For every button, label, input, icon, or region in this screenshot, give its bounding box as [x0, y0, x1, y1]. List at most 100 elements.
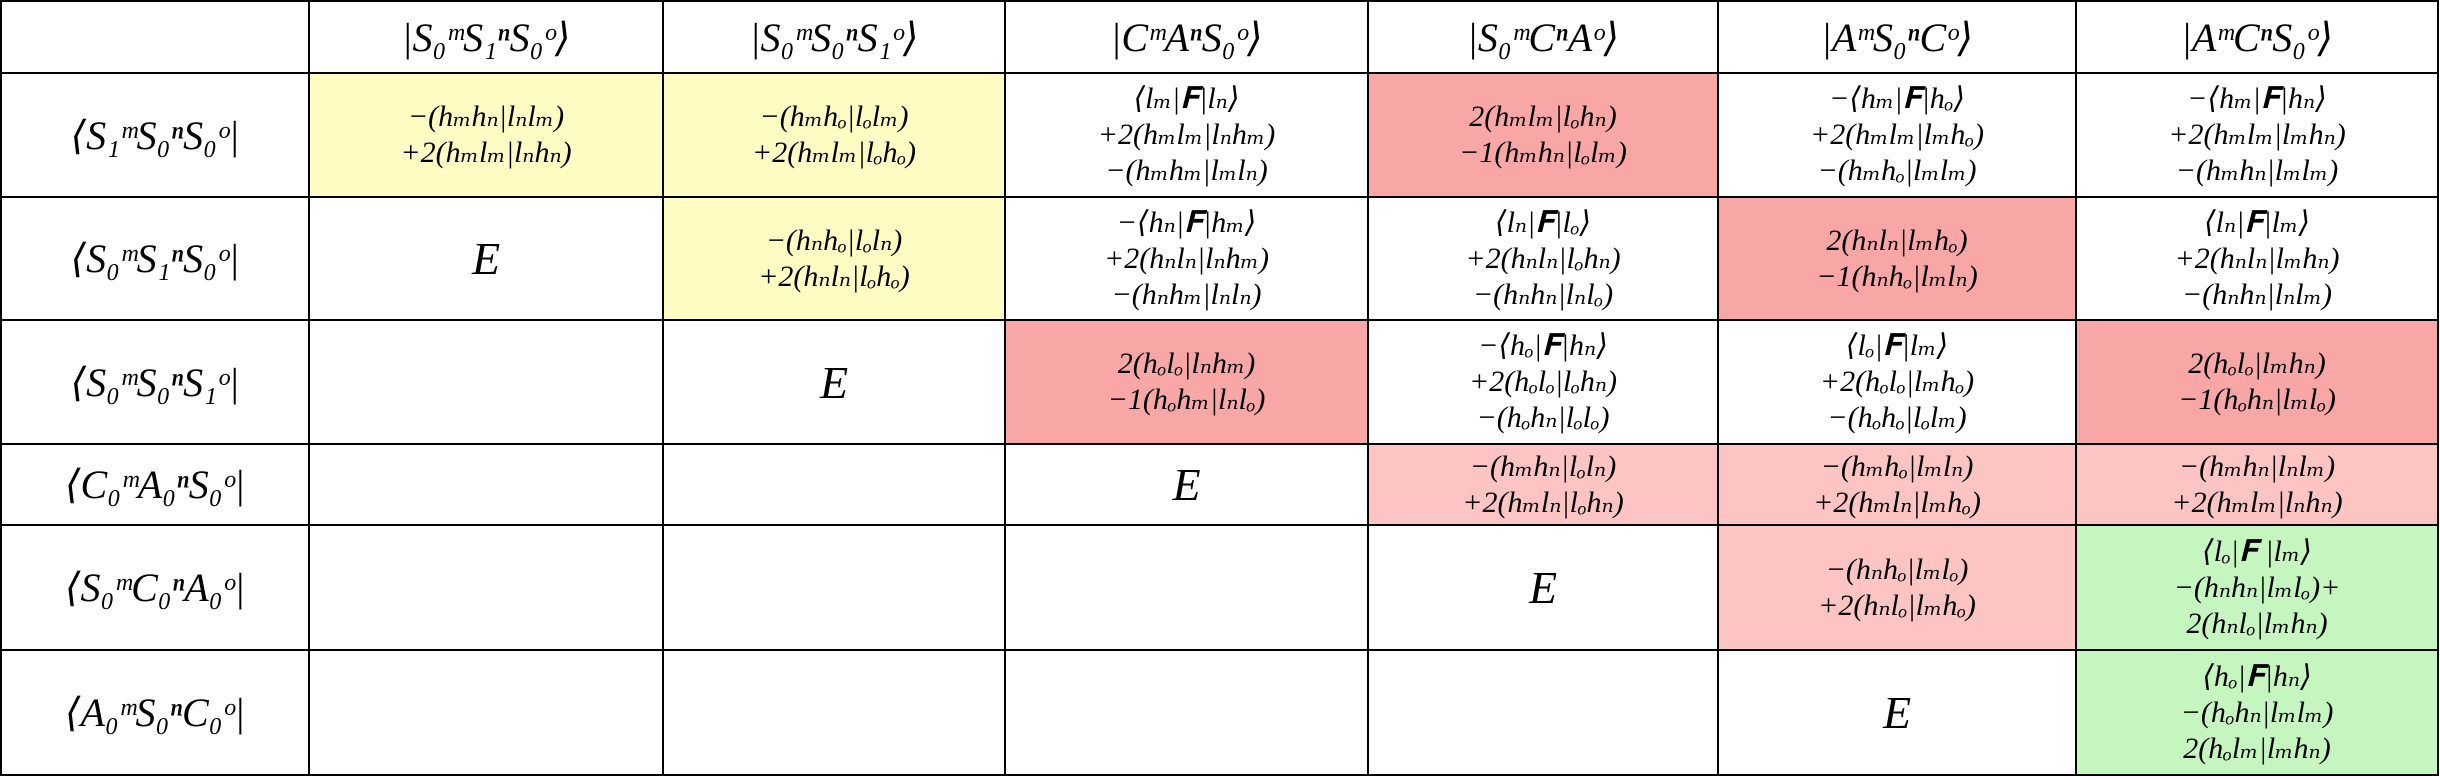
cell-line: E: [1528, 562, 1558, 613]
table-cell: [1004, 649, 1369, 776]
table-cell: [1004, 524, 1369, 651]
table-cell: −(hₘhₙ|lₒlₙ) +2(hₘlₙ|lₒhₙ): [1367, 443, 1719, 526]
cell-line: −(hₙhₙ|lₘlₒ)+: [2173, 570, 2341, 604]
table-row: ⟨A₀ᵐS₀ⁿC₀ᵒ| E ⟨hₒ|𝐅|hₙ⟩ −(hₒhₙ|lₘlₘ) 2(hₒlₘ|…: [0, 649, 2439, 776]
cell-line: ⟨lₘ|𝐅|lₙ⟩: [1133, 82, 1240, 115]
cell-line: 2(hₙlₒ|lₘhₙ): [2186, 606, 2328, 640]
table-cell: −⟨hₒ|𝐅|hₙ⟩ +2(hₒlₒ|lₒhₙ) −(hₒhₙ|lₒlₒ): [1367, 319, 1719, 445]
cell-line: +2(hₒlₒ|lₘhₒ): [1819, 365, 1975, 398]
cell-line: +2(hₘlₙ|lₘhₒ): [1813, 485, 1981, 519]
table-cell: ⟨lₒ|𝐅|lₘ⟩ +2(hₒlₒ|lₘhₒ) −(hₒhₒ|lₒlₘ): [1717, 319, 2077, 445]
table-cell: E: [662, 319, 1006, 445]
cell-line: 2(hₒlₒ|lₘhₙ): [2188, 347, 2326, 380]
table-cell: −(hₙhₒ|lₘlₒ) +2(hₙlₒ|lₘhₒ): [1717, 524, 2077, 651]
table-row: ⟨S₁ᵐS₀ⁿS₀ᵒ| −(hₘhₙ|lₙlₘ) +2(hₘlₘ|lₙhₙ) −(hₘ…: [0, 72, 2439, 198]
cell-line: −(hₘhₒ|lₒlₘ): [759, 100, 909, 133]
cell-line: +2(hₙlₙ|lₘhₙ): [2174, 241, 2340, 275]
cell-line: −⟨hₒ|𝐅|hₙ⟩: [1478, 329, 1608, 362]
row-header: ⟨S₀ᵐS₀ⁿS₁ᵒ|: [0, 319, 310, 445]
cell-line: −(hₘhₙ|lₒlₙ): [1469, 449, 1617, 483]
cell-line: ⟨lₙ|𝐅|lₒ⟩: [1494, 205, 1592, 239]
cell-line: −(hₒhₙ|lₒlₒ): [1476, 401, 1610, 434]
cell-line: +2(hₙlₙ|lₒhₙ): [1465, 241, 1621, 275]
table-row: ⟨S₀ᵐS₀ⁿS₁ᵒ| E 2(hₒlₒ|lₙhₘ) −1(hₒhₘ|lₙlₒ) −⟨h…: [0, 319, 2439, 445]
cell-line: +2(hₙlₙ|lₙhₘ): [1103, 241, 1269, 275]
table-cell: 2(hₘlₘ|lₒhₙ) −1(hₘhₙ|lₒlₘ): [1367, 72, 1719, 198]
table-cell: [308, 649, 664, 776]
table-row: ⟨S₀ᵐC₀ⁿA₀ᵒ| E −(hₙhₒ|lₘlₒ) +2(hₙlₒ|lₘhₒ) ⟨lₒ…: [0, 524, 2439, 651]
cell-line: −1(hₒhₘ|lₙlₒ): [1107, 383, 1266, 416]
table-cell: E: [1004, 443, 1369, 526]
column-header: |S₀ᵐCⁿAᵒ⟩: [1367, 0, 1719, 74]
cell-line: −(hₘhₘ|lₘlₙ): [1105, 154, 1268, 187]
table-cell: E: [1717, 649, 2077, 776]
header-row: |S₀ᵐS₁ⁿS₀ᵒ⟩ |S₀ᵐS₀ⁿS₁ᵒ⟩ |CᵐAⁿS₀ᵒ⟩ |S₀ᵐCⁿAᵒ⟩…: [0, 0, 2439, 74]
table-cell: 2(hₙlₙ|lₘhₒ) −1(hₙhₒ|lₘlₙ): [1717, 196, 2077, 321]
cell-line: −(hₒhₙ|lₘlₘ): [2180, 695, 2334, 729]
table-cell: ⟨lₙ|𝐅|lₒ⟩ +2(hₙlₙ|lₒhₙ) −(hₙhₙ|lₙlₒ): [1367, 196, 1719, 321]
cell-line: 2(hₒlₘ|lₘhₙ): [2183, 731, 2331, 765]
table-cell: 2(hₒlₒ|lₘhₙ) −1(hₒhₙ|lₘlₒ): [2075, 319, 2439, 445]
table-cell: [662, 524, 1006, 651]
cell-line: E: [1882, 687, 1912, 738]
column-header: |AᵐCⁿS₀ᵒ⟩: [2075, 0, 2439, 74]
cell-line: +2(hₘlₘ|lₙhₙ): [2171, 485, 2343, 519]
table-row: ⟨C₀ᵐA₀ⁿS₀ᵒ| E −(hₘhₙ|lₒlₙ) +2(hₘlₙ|lₒhₙ) −(h…: [0, 443, 2439, 526]
cell-line: −(hₙhₙ|lₙlₘ): [2181, 277, 2332, 311]
column-header: |AᵐS₀ⁿCᵒ⟩: [1717, 0, 2077, 74]
cell-line: −(hₘhₙ|lₙlₘ): [2178, 449, 2336, 483]
cell-line: −(hₘhₙ|lₘlₘ): [2175, 154, 2339, 187]
row-header: ⟨S₀ᵐS₁ⁿS₀ᵒ|: [0, 196, 310, 321]
column-header: |S₀ᵐS₀ⁿS₁ᵒ⟩: [662, 0, 1006, 74]
row-header: ⟨C₀ᵐA₀ⁿS₀ᵒ|: [0, 443, 310, 526]
cell-line: −(hₙhₒ|lₒlₙ): [765, 223, 903, 257]
cell-line: +2(hₘlₘ|lₒhₒ): [751, 136, 917, 169]
cell-line: −(hₘhₒ|lₘlₙ): [1820, 449, 1974, 483]
cell-line: E: [819, 356, 849, 408]
table-cell: −(hₘhₒ|lₒlₘ) +2(hₘlₘ|lₒhₒ): [662, 72, 1006, 198]
column-header: |S₀ᵐS₁ⁿS₀ᵒ⟩: [308, 0, 664, 74]
cell-line: −(hₘhₒ|lₘlₘ): [1817, 154, 1977, 187]
table-cell: [308, 319, 664, 445]
cell-line: +2(hₒlₒ|lₒhₙ): [1468, 365, 1617, 398]
row-header: ⟨S₀ᵐC₀ⁿA₀ᵒ|: [0, 524, 310, 651]
table-cell: [662, 443, 1006, 526]
table-cell: ⟨lₙ|𝐅|lₘ⟩ +2(hₙlₙ|lₘhₙ) −(hₙhₙ|lₙlₘ): [2075, 196, 2439, 321]
cell-line: −⟨hₙ|𝐅|hₘ⟩: [1116, 205, 1257, 239]
cell-line: −(hₙhₘ|lₙlₙ): [1111, 277, 1262, 311]
cell-line: −1(hₒhₙ|lₘlₒ): [2178, 383, 2336, 416]
table-cell: −⟨hₘ|𝐅|hₙ⟩ +2(hₘlₘ|lₘhₙ) −(hₘhₙ|lₘlₘ): [2075, 72, 2439, 198]
column-header: |CᵐAⁿS₀ᵒ⟩: [1004, 0, 1369, 74]
table-cell: [308, 524, 664, 651]
cell-line: 2(hₒlₒ|lₙhₘ): [1117, 347, 1256, 380]
cell-line: −1(hₘhₙ|lₒlₘ): [1459, 136, 1627, 169]
cell-line: ⟨lₒ|𝐅|lₘ⟩: [1845, 329, 1949, 362]
cell-line: +2(hₘlₘ|lₘhₙ): [2168, 118, 2346, 151]
cell-line: ⟨lₙ|𝐅|lₘ⟩: [2203, 205, 2311, 239]
table-cell: ⟨hₒ|𝐅|hₙ⟩ −(hₒhₙ|lₘlₘ) 2(hₒlₘ|lₘhₙ): [2075, 649, 2439, 776]
cell-line: +2(hₙlₙ|lₒhₒ): [758, 259, 910, 293]
table-cell: −⟨hₙ|𝐅|hₘ⟩ +2(hₙlₙ|lₙhₘ) −(hₙhₘ|lₙlₙ): [1004, 196, 1369, 321]
table-cell: [308, 443, 664, 526]
table-cell: ⟨lₒ|𝐅 |lₘ⟩ −(hₙhₙ|lₘlₒ)+ 2(hₙlₒ|lₘhₙ): [2075, 524, 2439, 651]
cell-line: −(hₙhₒ|lₘlₒ): [1825, 552, 1969, 586]
table-cell: E: [308, 196, 664, 321]
cell-line: +2(hₘlₘ|lₙhₘ): [1097, 118, 1276, 151]
cell-line: ⟨hₒ|𝐅|hₙ⟩: [2202, 659, 2312, 693]
table-cell: [1367, 649, 1719, 776]
table-cell: −(hₘhₙ|lₙlₘ) +2(hₘlₘ|lₙhₙ): [2075, 443, 2439, 526]
cell-line: −⟨hₘ|𝐅|hₙ⟩: [2187, 82, 2327, 115]
cell-line: +2(hₙlₒ|lₘhₒ): [1818, 588, 1976, 622]
corner-cell: [0, 0, 310, 74]
cell-line: 2(hₘlₘ|lₒhₙ): [1469, 100, 1617, 133]
cell-line: +2(hₘlₘ|lₙhₙ): [400, 136, 572, 169]
cell-line: ⟨lₒ|𝐅 |lₘ⟩: [2201, 534, 2312, 568]
table-cell: −⟨hₘ|𝐅|hₒ⟩ +2(hₘlₘ|lₘhₒ) −(hₘhₒ|lₘlₘ): [1717, 72, 2077, 198]
cell-line: −⟨hₘ|𝐅|hₒ⟩: [1828, 82, 1966, 115]
row-header: ⟨A₀ᵐS₀ⁿC₀ᵒ|: [0, 649, 310, 776]
cell-line: −(hₘhₙ|lₙlₘ): [407, 100, 565, 133]
table-cell: [662, 649, 1006, 776]
cell-line: −(hₙhₙ|lₙlₒ): [1472, 277, 1614, 311]
